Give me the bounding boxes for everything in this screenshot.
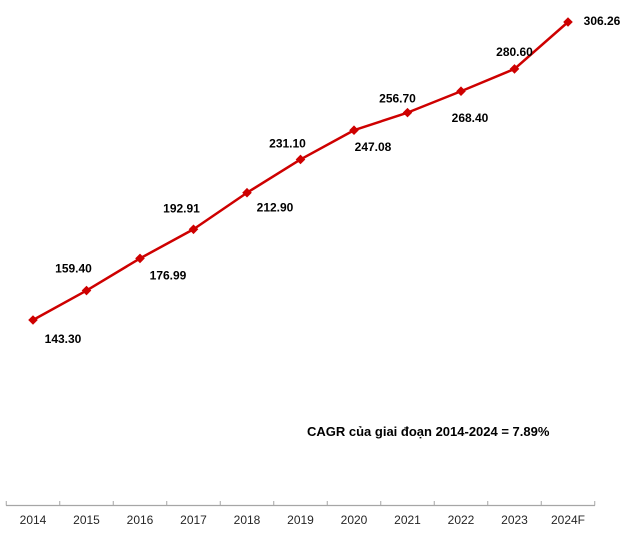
data-point-marker: [81, 285, 92, 296]
x-axis-label: 2023: [501, 513, 528, 527]
data-point-label: 247.08: [355, 140, 392, 154]
data-point-label: 212.90: [257, 201, 294, 215]
x-axis-label: 2024F: [551, 513, 585, 527]
x-axis-label: 2019: [287, 513, 314, 527]
data-point-label: 306.26: [584, 14, 621, 28]
x-axis-label: 2021: [394, 513, 421, 527]
x-axis-label: 2015: [73, 513, 100, 527]
data-point-label: 280.60: [496, 45, 533, 59]
data-point-marker: [242, 187, 252, 198]
data-point-label: 159.40: [55, 262, 92, 276]
data-point-marker: [188, 224, 199, 235]
data-point-label: 192.91: [163, 201, 200, 215]
data-point-marker: [28, 315, 38, 325]
x-axis-label: 2022: [448, 513, 475, 527]
x-axis-label: 2017: [180, 513, 207, 527]
cagr-annotation: CAGR của giai đoạn 2014-2024 = 7.89%: [307, 424, 550, 439]
data-point-marker: [402, 107, 413, 118]
x-axis-label: 2016: [127, 513, 154, 527]
x-axis-label: 2014: [20, 513, 47, 527]
data-point-marker: [295, 154, 306, 165]
x-axis-label: 2020: [341, 513, 368, 527]
series-line: [31, 20, 570, 322]
x-axis-label: 2018: [234, 513, 261, 527]
data-point-label: 268.40: [452, 111, 489, 125]
data-point-marker: [563, 17, 573, 27]
data-point-marker: [135, 253, 145, 264]
data-point-label: 176.99: [150, 268, 187, 282]
data-point-marker: [456, 86, 466, 97]
data-point-marker: [509, 64, 520, 74]
data-point-label: 143.30: [45, 332, 82, 346]
data-point-marker: [349, 125, 359, 136]
data-point-label: 231.10: [269, 136, 306, 150]
data-point-label: 256.70: [379, 92, 416, 106]
